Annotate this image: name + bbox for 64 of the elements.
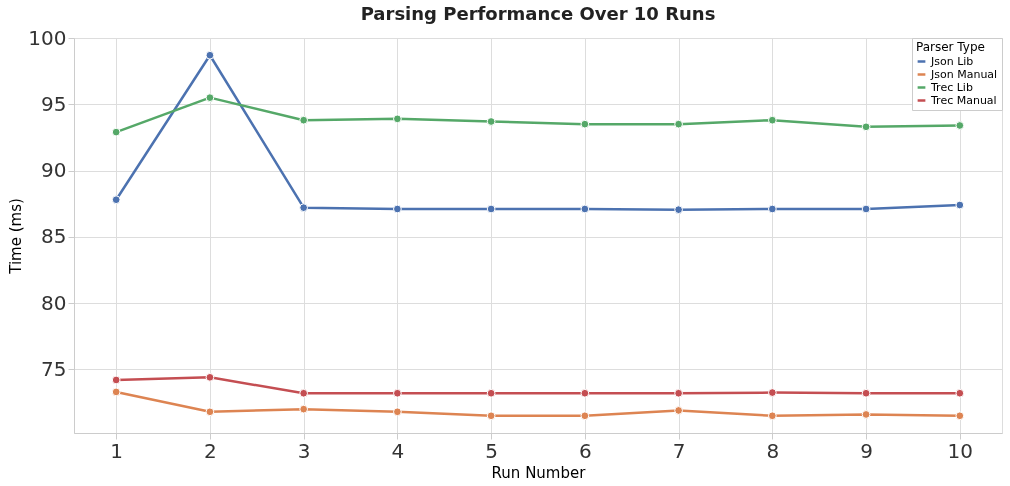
point [767, 388, 777, 397]
y-tick-label: 100 [28, 25, 67, 50]
point [955, 411, 965, 421]
point [205, 93, 215, 103]
point [486, 411, 496, 421]
x-tick-label: 4 [391, 438, 405, 463]
point [205, 50, 215, 60]
point [299, 115, 309, 125]
chart-title: Parsing Performance Over 10 Runs [360, 3, 716, 24]
point [486, 204, 496, 214]
point [767, 115, 777, 125]
point [111, 127, 121, 137]
point [299, 388, 309, 398]
y-axis-title: Time (ms) [7, 198, 26, 275]
point [580, 411, 590, 421]
point [674, 388, 683, 398]
legend-label: Json Manual [930, 67, 998, 81]
point [955, 200, 965, 210]
x-axis-title: Run Number [491, 463, 587, 482]
point [205, 372, 215, 382]
point [580, 119, 590, 129]
point [486, 117, 496, 126]
x-tick-label: 2 [204, 438, 217, 463]
point [767, 411, 777, 421]
point [111, 375, 121, 385]
point [299, 203, 309, 213]
x-tick-label: 9 [860, 438, 873, 463]
point [393, 388, 402, 398]
point [393, 114, 402, 124]
y-tick-label: 85 [41, 224, 67, 249]
point [674, 406, 683, 415]
legend-title: Parser Type [916, 40, 985, 54]
point [486, 388, 496, 398]
x-tick-label: 10 [947, 438, 974, 463]
point [674, 119, 683, 129]
x-tick-label: 7 [672, 438, 686, 463]
y-tick-label: 80 [41, 290, 67, 315]
point [205, 407, 215, 417]
point [111, 195, 121, 205]
point [861, 204, 871, 214]
point [861, 388, 871, 398]
legend-label: Json Lib [930, 54, 974, 68]
x-tick-label: 3 [297, 438, 311, 463]
y-tick-label: 95 [41, 91, 67, 116]
point [767, 204, 777, 214]
x-tick-label: 5 [485, 438, 498, 463]
x-tick-label: 6 [579, 438, 592, 463]
point [393, 204, 402, 214]
point [955, 388, 965, 398]
point [861, 122, 871, 132]
point [111, 387, 121, 397]
point [580, 204, 590, 214]
point [299, 404, 309, 414]
x-tick-label: 1 [110, 438, 124, 463]
y-tick-label: 75 [41, 356, 67, 381]
legend-label: Trec Manual [930, 93, 997, 107]
x-tick-label: 8 [766, 438, 780, 463]
point [955, 121, 965, 130]
point [580, 388, 590, 398]
legend-label: Trec Lib [930, 80, 973, 94]
point [861, 410, 871, 419]
point [674, 205, 683, 215]
point [393, 407, 402, 417]
y-tick-label: 90 [41, 158, 67, 183]
